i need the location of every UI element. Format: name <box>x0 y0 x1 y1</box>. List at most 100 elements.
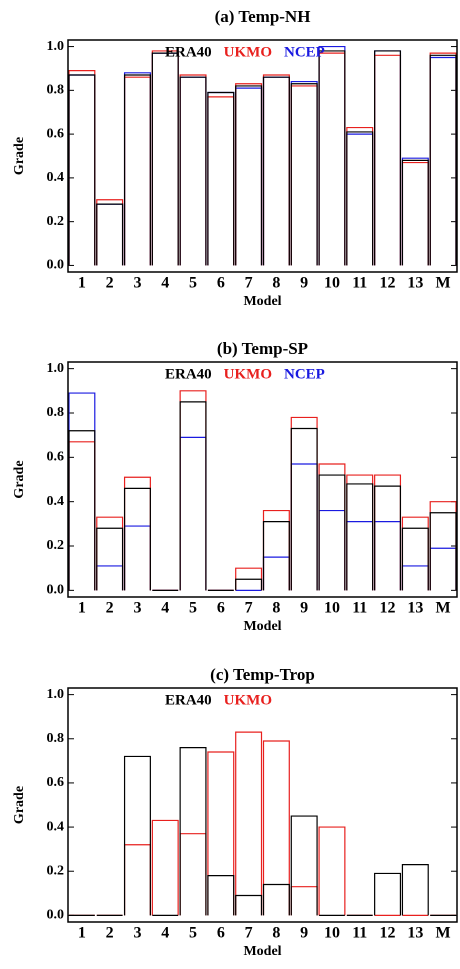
bar <box>429 547 457 591</box>
x-tick-label: 7 <box>245 925 253 942</box>
bar <box>401 157 429 266</box>
chart-title: (a) Temp-NH <box>215 7 311 26</box>
bar <box>429 54 457 266</box>
y-tick-label: 0.8 <box>47 731 65 746</box>
x-tick-label: 13 <box>407 600 423 617</box>
bar <box>401 161 429 266</box>
x-tick-label: 3 <box>133 925 141 942</box>
bar <box>346 131 374 266</box>
bar <box>68 430 96 591</box>
bar <box>346 474 374 591</box>
bar <box>318 509 346 591</box>
bar <box>318 50 346 266</box>
bar <box>290 463 318 591</box>
y-tick-label: 0.4 <box>47 170 65 185</box>
bar <box>262 509 290 591</box>
y-tick-label: 0.2 <box>47 538 65 553</box>
bar <box>346 126 374 266</box>
bar <box>262 556 290 591</box>
x-tick-label: 13 <box>407 275 423 292</box>
bar <box>290 80 318 266</box>
x-tick-label: 9 <box>300 600 308 617</box>
chart-title: (c) Temp-Trop <box>210 665 315 684</box>
bar <box>123 525 151 591</box>
bar <box>68 74 96 266</box>
bar <box>68 441 96 591</box>
y-tick-label: 0.8 <box>47 83 65 98</box>
x-tick-label: 6 <box>217 600 225 617</box>
bar <box>123 76 151 266</box>
bar <box>207 96 235 266</box>
bar <box>290 815 318 916</box>
bar <box>374 50 402 266</box>
bar <box>123 476 151 591</box>
bar <box>68 392 96 591</box>
y-tick-label: 0.0 <box>47 258 65 273</box>
bar <box>235 731 263 916</box>
x-tick-label: 12 <box>380 275 396 292</box>
x-tick-label: 5 <box>189 275 197 292</box>
x-tick-label: 11 <box>352 275 367 292</box>
y-tick-label: 0.4 <box>47 494 65 509</box>
bar <box>429 52 457 266</box>
bar <box>68 70 96 266</box>
bar <box>262 883 290 916</box>
bar <box>429 512 457 591</box>
x-tick-label: 7 <box>245 275 253 292</box>
y-tick-label: 0.2 <box>47 863 65 878</box>
bar <box>374 872 402 916</box>
bar <box>235 578 263 591</box>
bar <box>318 463 346 591</box>
bar <box>374 485 402 591</box>
x-tick-label: 10 <box>324 925 340 942</box>
bar <box>318 474 346 591</box>
y-tick-label: 0.0 <box>47 583 65 598</box>
bar <box>235 894 263 916</box>
x-tick-label: 1 <box>78 275 86 292</box>
bar <box>179 74 207 266</box>
y-tick-label: 0.6 <box>47 126 65 141</box>
legend-entry: UKMO <box>224 692 272 708</box>
x-tick-label: 10 <box>324 275 340 292</box>
bar <box>179 390 207 591</box>
x-tick-label: 4 <box>161 600 169 617</box>
x-tick-label: 9 <box>300 925 308 942</box>
bar <box>429 56 457 266</box>
bar <box>235 87 263 266</box>
legend-entry: NCEP <box>284 366 325 382</box>
legend-entry: NCEP <box>284 44 325 60</box>
legend-entry: UKMO <box>224 44 272 60</box>
x-axis-label: Model <box>243 619 281 634</box>
bar <box>374 521 402 591</box>
x-tick-label: 3 <box>133 600 141 617</box>
x-tick-label: M <box>436 275 451 292</box>
x-tick-label: 1 <box>78 600 86 617</box>
bar <box>151 52 179 266</box>
bar <box>123 755 151 916</box>
bar <box>235 85 263 266</box>
bar <box>346 133 374 266</box>
plot-frame <box>67 39 458 273</box>
y-tick-label: 1.0 <box>47 39 65 54</box>
bar <box>346 521 374 591</box>
bar <box>401 565 429 591</box>
plot-frame <box>67 687 458 923</box>
x-tick-label: 3 <box>133 275 141 292</box>
bar <box>235 83 263 266</box>
legend-entry: ERA40 <box>165 366 212 382</box>
y-axis-label: Grade <box>12 786 27 824</box>
bar <box>401 527 429 591</box>
x-tick-label: 11 <box>352 600 367 617</box>
bar <box>179 76 207 266</box>
y-tick-label: 1.0 <box>47 687 65 702</box>
y-tick-label: 0.6 <box>47 775 65 790</box>
bar <box>290 427 318 591</box>
bar <box>318 826 346 916</box>
x-tick-label: M <box>436 600 451 617</box>
bar <box>96 203 124 266</box>
bar <box>179 833 207 916</box>
bar <box>123 844 151 916</box>
bar <box>123 72 151 266</box>
legend-entry: ERA40 <box>165 44 212 60</box>
y-tick-label: 0.6 <box>47 450 65 465</box>
